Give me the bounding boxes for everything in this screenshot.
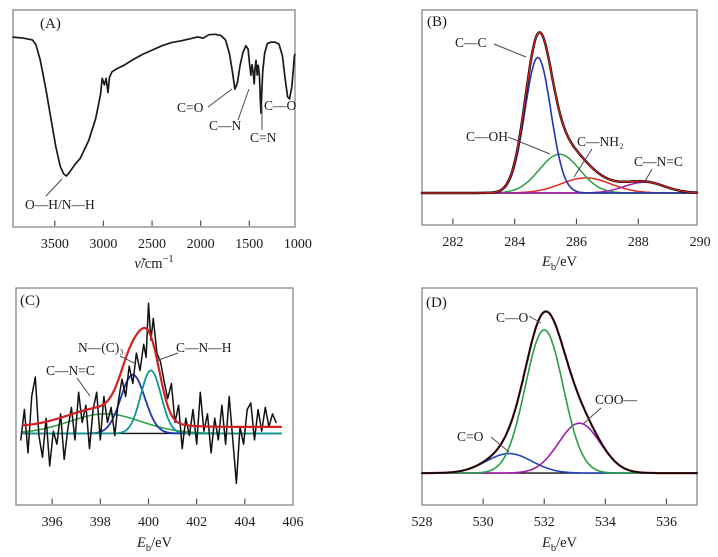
annotation-label: C=O	[457, 429, 484, 444]
annotation-leader-line	[573, 148, 593, 178]
annotation-leader-line	[507, 136, 551, 155]
annotation-leader-line	[155, 352, 179, 362]
xlabel-symbol: E	[136, 535, 146, 551]
series-component-c-nh2	[421, 177, 698, 194]
panel-c-label: (C)	[20, 293, 40, 309]
annotation-leader-line	[493, 43, 527, 58]
series-fit	[22, 326, 283, 428]
xlabel-symbol: ν̃	[134, 256, 141, 272]
x-tick-label: 282	[442, 235, 463, 250]
x-tick-label: 2500	[138, 237, 166, 252]
series-component-c-c	[421, 56, 698, 194]
x-tick-label: 3500	[41, 237, 69, 252]
annotation-label: COO—	[595, 392, 638, 407]
panel-d-label: (D)	[426, 295, 447, 311]
series-component-c-o	[421, 329, 698, 474]
panel-a-label: (A)	[40, 16, 61, 32]
series-envelope	[421, 310, 698, 475]
x-tick-label: 396	[42, 515, 63, 530]
panel-c: 396 398 400 402 404 406 N—(C)₃ C—N—H C—N=C	[15, 287, 304, 530]
xlabel-unit: /eV	[556, 535, 578, 551]
annotation-label: C—NH₂	[577, 134, 624, 149]
annotation-leader-line	[643, 168, 653, 184]
annotation-label: C—N—H	[176, 340, 232, 355]
plot-frame	[12, 9, 296, 228]
panel-d-xaxis-title: Eb/eV	[422, 535, 697, 554]
panel-b: 282 284 286 288 290 C—C C—OH C—NH₂ C—N=C	[420, 9, 711, 250]
x-tick-label: 1500	[235, 237, 263, 252]
annotation-leader-line	[76, 377, 91, 397]
annotation-label: C—C	[455, 35, 487, 50]
panel-b-xaxis-title: Eb/eV	[422, 254, 697, 273]
x-tick-label: 288	[628, 235, 649, 250]
panel-a-xaxis-title: ν̃/cm−1	[13, 254, 295, 273]
annotation-leader-line	[45, 178, 63, 197]
x-tick-label: 536	[656, 515, 677, 530]
series-raw-data	[20, 302, 277, 485]
x-tick-label: 534	[595, 515, 616, 530]
x-tick-label: 1000	[284, 237, 312, 252]
annotation-label: N—(C)₃	[78, 340, 124, 355]
x-tick-label: 3000	[89, 237, 117, 252]
xlabel-subscript: b	[550, 261, 557, 273]
annotation-label: C—O	[264, 98, 297, 113]
annotation-label: C—N	[209, 118, 242, 133]
panel-d: 528 530 532 534 536 C—O C=O COO—	[412, 287, 699, 530]
xlabel-unit: /eV	[151, 535, 173, 551]
plot-frame	[421, 287, 698, 506]
x-tick-label: 528	[412, 515, 433, 530]
annotation-leader-line	[207, 88, 233, 108]
x-tick-label: 402	[186, 515, 207, 530]
x-tick-label: 2000	[187, 237, 215, 252]
annotation-label: C=N	[250, 130, 277, 145]
annotation-leader-line	[237, 88, 250, 121]
annotation-label: C—N=C	[46, 363, 95, 378]
x-tick-label: 400	[138, 515, 159, 530]
xlabel-subscript: b	[145, 542, 152, 554]
annotation-label: O—H/N—H	[25, 197, 95, 212]
x-tick-label: 398	[90, 515, 111, 530]
xlabel-symbol: E	[541, 254, 551, 270]
series-fit	[421, 31, 698, 194]
annotation-label: C—O	[496, 310, 529, 325]
x-tick-label: 404	[234, 515, 255, 530]
x-tick-label: 286	[566, 235, 587, 250]
x-tick-label: 290	[690, 235, 711, 250]
series-ir-transmittance	[12, 33, 296, 177]
x-tick-label: 284	[504, 235, 525, 250]
xlabel-symbol: E	[541, 535, 551, 551]
plot-frame	[421, 9, 698, 226]
panel-c-xaxis-title: Eb/eV	[16, 535, 293, 554]
xlabel-unit: /cm	[140, 256, 163, 272]
xlabel-unit: /eV	[556, 254, 578, 270]
series-component-c-n-h	[22, 369, 282, 435]
annotation-label: C=O	[177, 100, 204, 115]
annotation-label: C—OH	[466, 129, 508, 144]
annotation-leader-line	[119, 355, 135, 364]
x-tick-label: 530	[473, 515, 494, 530]
x-tick-label: 406	[283, 515, 304, 530]
annotation-leader-line	[582, 407, 602, 425]
panel-b-label: (B)	[427, 14, 447, 30]
annotation-label: C—N=C	[634, 154, 683, 169]
xlabel-superscript: −1	[162, 254, 174, 266]
plot-frame	[15, 287, 294, 506]
panel-a: 3500 3000 2500 2000 1500 1000 O—H/N—H C=O C—N C=N…	[12, 9, 312, 252]
annotation-leader-line	[490, 436, 510, 453]
annotation-leader-line	[528, 315, 542, 324]
xlabel-subscript: b	[550, 542, 557, 554]
x-tick-label: 532	[534, 515, 555, 530]
